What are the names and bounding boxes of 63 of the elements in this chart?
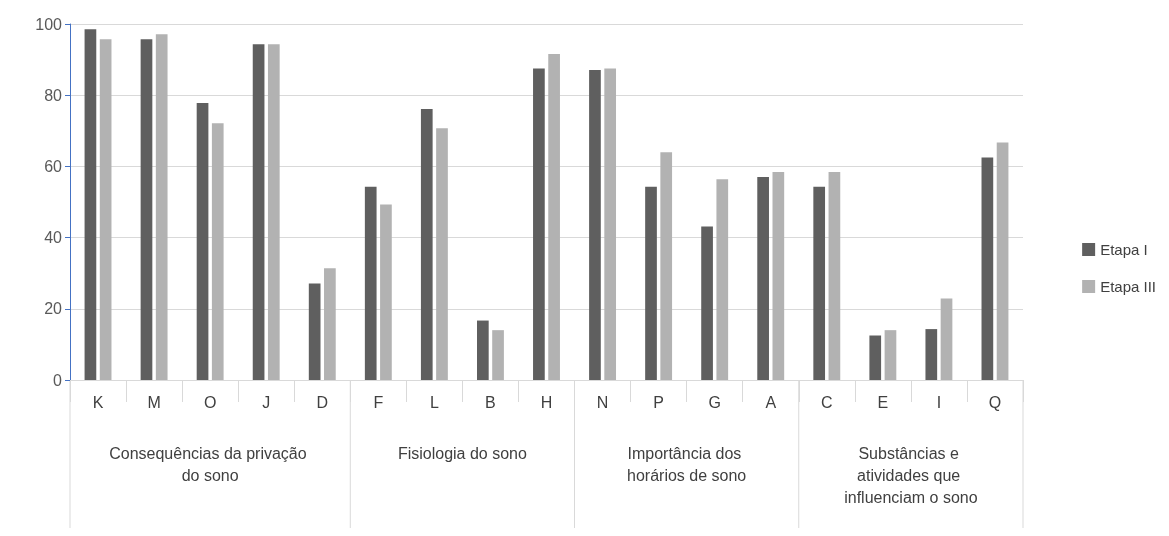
text: Importância dos horários de sono — [627, 444, 747, 484]
bar — [84, 29, 97, 380]
x-tick-label: L — [429, 393, 439, 411]
bar — [757, 177, 769, 380]
bar — [996, 142, 1009, 380]
bar — [981, 157, 994, 380]
y-tick-label: 40 — [44, 229, 63, 247]
bar — [589, 69, 601, 380]
bar — [869, 335, 882, 380]
bar — [828, 172, 841, 380]
x-tick-label: G — [708, 393, 721, 411]
bar — [925, 329, 938, 380]
bar — [645, 186, 657, 380]
x-tick-label: F — [373, 393, 384, 411]
x-tick-label: D — [316, 393, 329, 411]
x-tick-label: P — [653, 393, 664, 411]
x-tick-label: B — [485, 393, 496, 411]
text: Consequências da privação do sono — [109, 444, 312, 484]
bar — [436, 128, 448, 380]
bar — [660, 152, 673, 380]
bar — [308, 283, 321, 380]
bar — [813, 186, 826, 380]
bar — [884, 330, 897, 380]
y-tick-label: 20 — [44, 300, 63, 318]
x-tick-label: M — [147, 393, 161, 411]
y-tick-label: 80 — [44, 86, 63, 104]
x-tick-label: I — [936, 393, 942, 411]
legend-label: Etapa I — [1100, 241, 1148, 258]
text: Substâncias e atividades que influenciam o sono — [844, 444, 978, 506]
bar — [140, 39, 153, 380]
x-tick-label: O — [203, 393, 217, 411]
bar — [772, 172, 785, 380]
bar — [492, 330, 504, 380]
y-tick-label: 60 — [44, 157, 63, 175]
x-tick-label: Q — [988, 393, 1002, 411]
x-tick-label: E — [877, 393, 889, 411]
bar — [701, 226, 713, 380]
x-tick-label: J — [262, 393, 271, 411]
x-tick-label: N — [596, 393, 609, 411]
x-tick-label: K — [92, 393, 104, 411]
bar — [940, 298, 953, 380]
bar — [196, 103, 209, 380]
bar — [99, 39, 112, 380]
bar — [604, 68, 617, 380]
x-tick-label: A — [765, 393, 777, 411]
bar — [364, 186, 377, 380]
bar — [267, 44, 280, 380]
text: Fisiologia do sono — [397, 444, 527, 462]
bar — [211, 123, 224, 380]
x-tick-label: C — [821, 393, 833, 411]
bar — [476, 320, 489, 380]
y-tick-label: 0 — [53, 371, 63, 389]
x-tick-label: H — [540, 393, 553, 411]
bar — [324, 268, 336, 380]
bar — [716, 179, 729, 380]
bar — [533, 68, 545, 380]
y-tick-label: 100 — [35, 15, 63, 33]
legend-label: Etapa III — [1100, 278, 1157, 295]
bar — [548, 53, 560, 380]
bar — [380, 204, 392, 380]
bar — [252, 44, 265, 380]
bar — [420, 109, 433, 380]
bar — [155, 34, 168, 380]
